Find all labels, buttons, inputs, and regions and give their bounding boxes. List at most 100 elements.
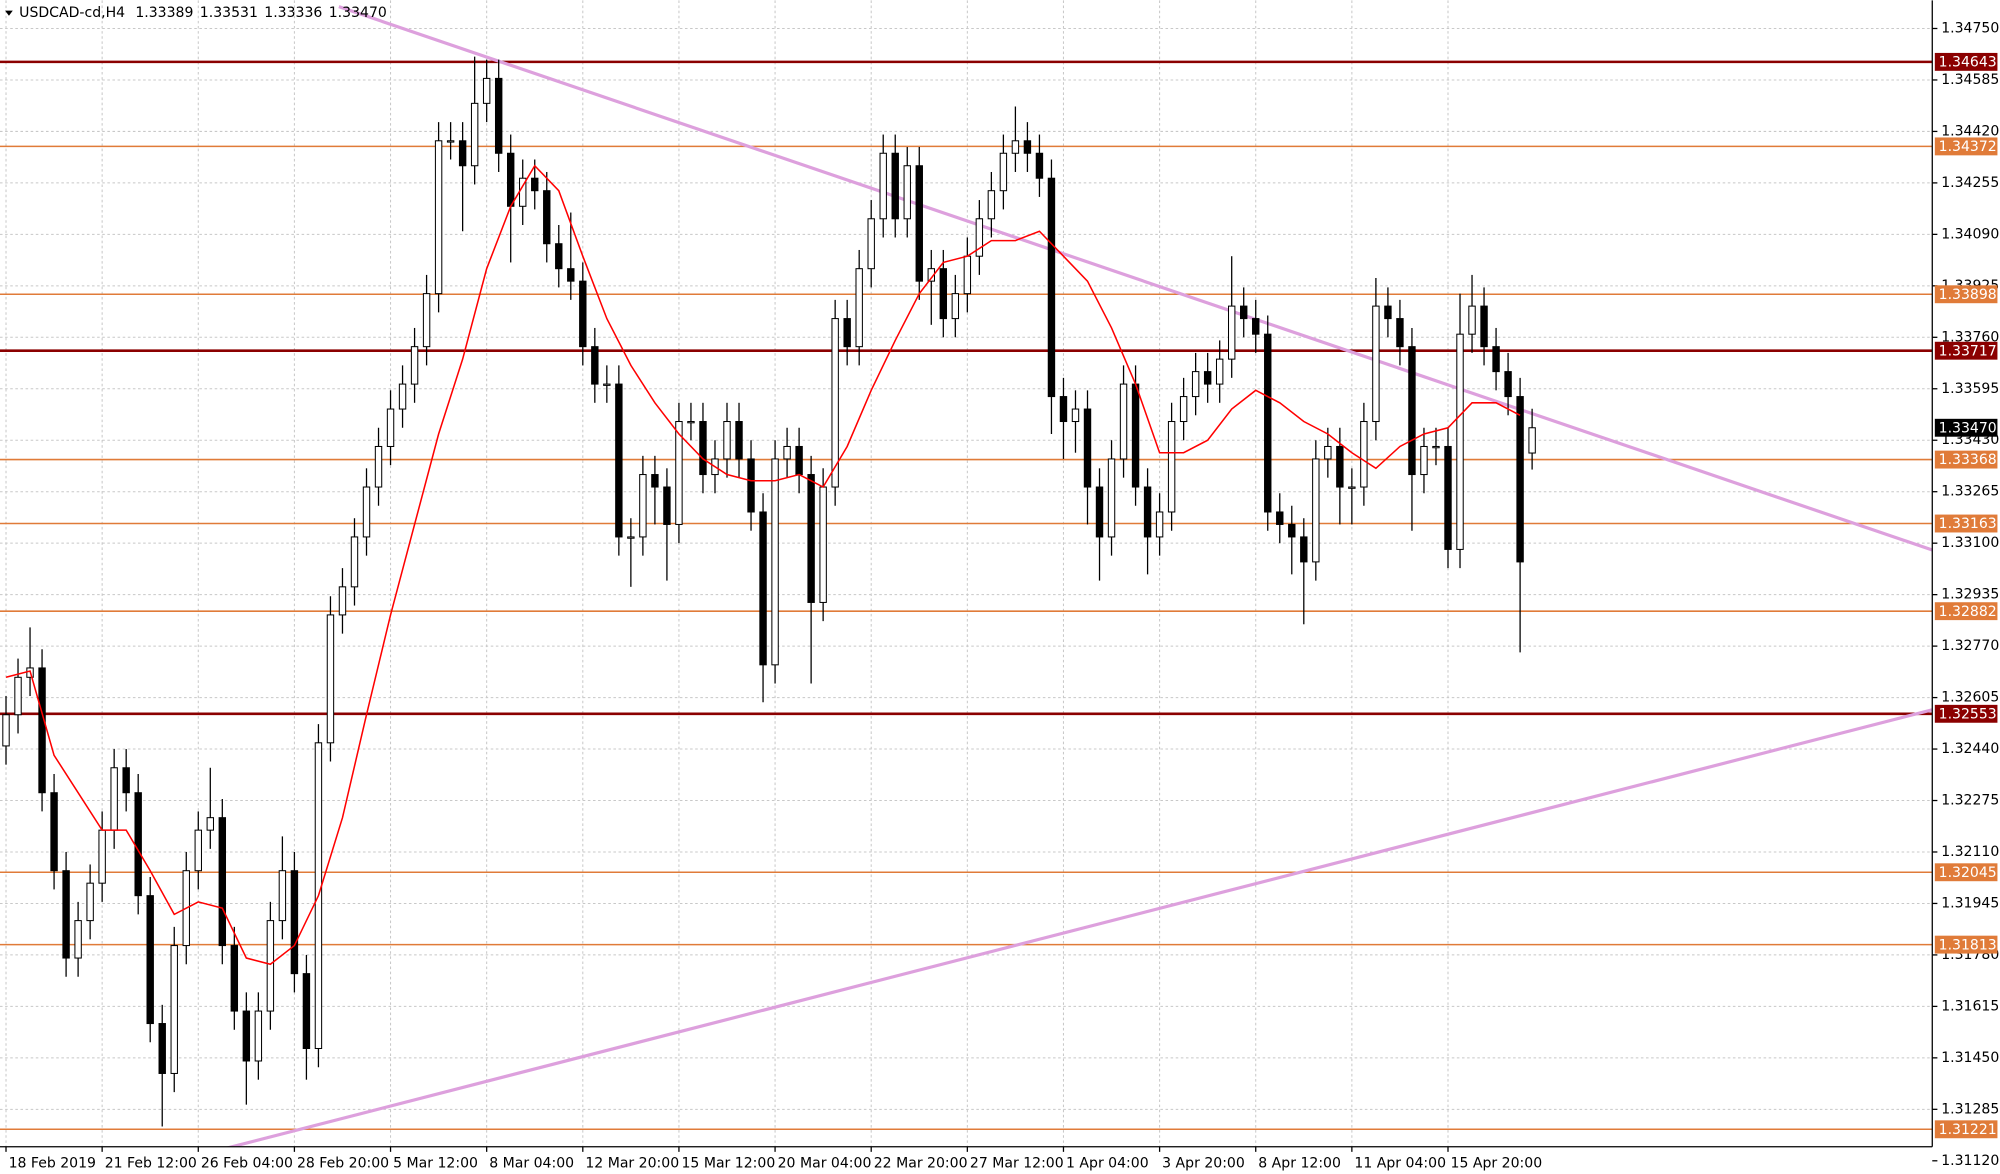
candle-body — [963, 255, 972, 295]
candle-body — [663, 486, 671, 525]
candle-body — [98, 829, 106, 884]
candle-body — [1047, 177, 1056, 398]
candle-body — [1227, 305, 1236, 360]
candle-body — [410, 346, 419, 385]
candle-body — [362, 486, 371, 538]
level-label-bg — [1934, 863, 1998, 882]
x-tick-label: 8 Mar 04:00 — [489, 1155, 574, 1171]
candle-body — [242, 1010, 251, 1062]
level-label: 1.34372 — [1939, 139, 1997, 155]
candle-body — [903, 165, 911, 220]
x-tick-label: 22 Mar 20:00 — [874, 1155, 968, 1171]
x-tick-label: 27 Mar 12:00 — [970, 1155, 1064, 1171]
candle-body — [470, 102, 479, 167]
candle-body — [458, 140, 467, 167]
x-tick-label: 1 Apr 04:00 — [1066, 1155, 1149, 1171]
trend-line — [338, 5, 1933, 552]
y-tick-label: 1.31285 — [1941, 1101, 1999, 1117]
candle-body — [687, 421, 695, 424]
candle-body — [1059, 396, 1068, 423]
candle-body — [639, 474, 647, 538]
y-tick-label: 1.34090 — [1941, 226, 1999, 242]
candle-body — [266, 920, 275, 1012]
candle-body — [699, 421, 707, 476]
level-label: 1.33163 — [1939, 516, 1997, 532]
y-tick-label: 1.31615 — [1941, 998, 1999, 1014]
candle-body — [14, 676, 22, 716]
candle-body — [1300, 536, 1308, 563]
y-tick-label: 1.34420 — [1941, 123, 1999, 139]
candle-body — [326, 614, 335, 744]
candle-body — [482, 77, 491, 104]
candle-body — [170, 945, 178, 1074]
x-tick-label: 28 Feb 20:00 — [297, 1155, 389, 1171]
level-label-bg — [1934, 935, 1998, 954]
y-tick-label: 1.32440 — [1941, 741, 1999, 757]
candle-body — [651, 474, 659, 488]
menu-arrow[interactable] — [5, 10, 13, 16]
x-tick-label: 15 Mar 12:00 — [681, 1155, 775, 1171]
candle-body — [675, 421, 683, 525]
level-label-bg — [1934, 341, 1998, 360]
candle-body — [1384, 305, 1392, 320]
candle-body — [1420, 445, 1428, 476]
level-label-bg — [1934, 704, 1998, 723]
candle-body — [939, 268, 948, 320]
candle-body — [987, 190, 996, 220]
candle-body — [531, 177, 539, 192]
level-label-bg — [1934, 602, 1998, 621]
candle-body — [158, 1023, 166, 1074]
x-tick-label: 5 Mar 12:00 — [393, 1155, 478, 1171]
candle-body — [1083, 408, 1092, 488]
plot-area — [0, 5, 1933, 1147]
candle-body — [855, 268, 863, 348]
candle-body — [506, 152, 515, 207]
candle-body — [1468, 305, 1476, 335]
candle-body — [1312, 458, 1320, 563]
candle-body — [1336, 445, 1344, 488]
candle-body — [879, 152, 887, 220]
candle-body — [1492, 346, 1500, 373]
axes: 1.347501.345851.344201.342551.340901.339… — [5, 20, 1999, 1171]
candle-body — [398, 383, 407, 410]
candle-body — [1023, 140, 1032, 154]
candle-body — [999, 152, 1008, 192]
candle-body — [1215, 358, 1224, 385]
y-tick-label: 1.33100 — [1941, 535, 1999, 551]
candle-body — [446, 140, 455, 143]
candle-body — [1528, 427, 1536, 454]
x-tick-label: 8 Apr 12:00 — [1258, 1155, 1341, 1171]
candle-body — [194, 829, 202, 872]
level-label: 1.32553 — [1939, 706, 1997, 722]
trend-line — [225, 708, 1933, 1147]
candle-body — [567, 268, 575, 282]
candle-body — [1288, 523, 1296, 538]
level-label: 1.33898 — [1939, 287, 1997, 303]
candle-body — [1324, 445, 1332, 460]
level-label-bg — [1934, 285, 1998, 304]
high-label: 1.33531 — [200, 5, 258, 21]
candle-body — [795, 445, 803, 476]
candle-body — [1143, 486, 1152, 538]
level-label: 1.31813 — [1939, 937, 1997, 953]
candle-body — [122, 767, 130, 794]
y-tick-label: 1.34255 — [1941, 175, 1999, 191]
y-tick-label: 1.33265 — [1941, 484, 1999, 500]
candle-body — [603, 383, 611, 386]
candle-body — [1504, 371, 1512, 398]
y-tick-label: 1.32110 — [1941, 844, 1999, 860]
y-tick-label: 1.34585 — [1941, 72, 1999, 88]
candle-body — [206, 817, 214, 831]
level-label-bg — [1934, 1120, 1998, 1139]
candle-body — [62, 870, 70, 959]
x-tick-label: 12 Mar 20:00 — [585, 1155, 679, 1171]
x-tick-label: 20 Mar 04:00 — [778, 1155, 872, 1171]
candle-body — [951, 293, 960, 320]
level-label-bg — [1934, 450, 1998, 469]
candle-body — [843, 318, 851, 348]
candle-body — [50, 792, 58, 872]
candle-body — [735, 421, 743, 460]
level-label-bg — [1934, 52, 1998, 71]
